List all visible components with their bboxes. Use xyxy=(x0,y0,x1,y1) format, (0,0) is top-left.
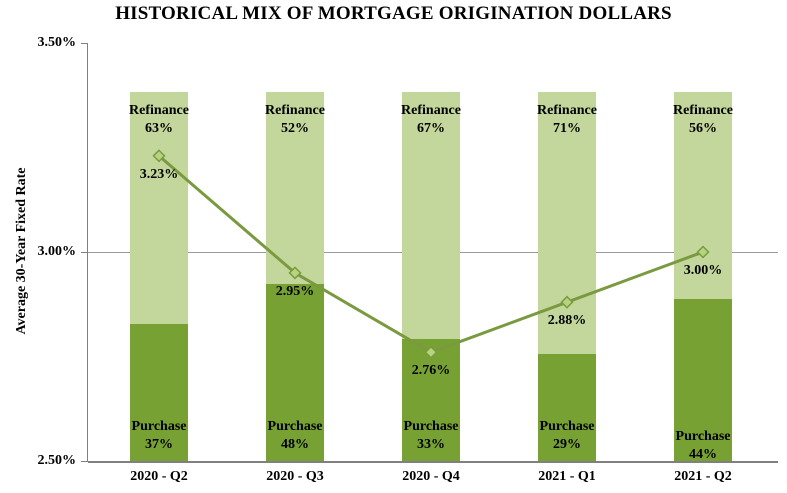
purchase-bar-segment xyxy=(538,353,596,461)
rate-value-label: 2.88% xyxy=(547,313,587,329)
y-tick-label: 2.50% xyxy=(37,453,77,468)
chart-title: HISTORICAL MIX OF MORTGAGE ORIGINATION D… xyxy=(115,3,672,24)
y-tick-mark xyxy=(81,42,88,44)
y-tick-label: 3.00% xyxy=(37,244,77,259)
purchase-label: Purchase 44% xyxy=(675,429,731,462)
refinance-label: Refinance 63% xyxy=(129,103,189,136)
x-tick-label: 2020 - Q3 xyxy=(266,469,324,484)
x-tick-label: 2020 - Q2 xyxy=(130,469,188,484)
refinance-label: Refinance 52% xyxy=(265,103,325,136)
purchase-label: Purchase 29% xyxy=(539,419,595,452)
y-axis-line xyxy=(87,43,88,462)
refinance-label: Refinance 67% xyxy=(401,103,461,136)
x-tick-label: 2020 - Q4 xyxy=(402,469,460,484)
x-axis-line xyxy=(88,461,778,463)
y-tick-mark xyxy=(81,460,88,462)
purchase-label: Purchase 48% xyxy=(267,419,323,452)
rate-value-label: 3.00% xyxy=(683,263,723,278)
purchase-label: Purchase 33% xyxy=(403,419,459,452)
y-tick-label: 3.50% xyxy=(37,35,77,50)
purchase-bar-segment xyxy=(402,339,460,461)
y-tick-mark xyxy=(81,251,88,253)
x-tick-label: 2021 - Q2 xyxy=(674,469,732,484)
refinance-label: Refinance 56% xyxy=(673,103,733,136)
purchase-label: Purchase 37% xyxy=(131,419,187,452)
rate-value-label: 2.95% xyxy=(275,283,315,299)
x-tick-label: 2021 - Q1 xyxy=(538,469,596,484)
rate-value-label: 2.76% xyxy=(411,363,451,379)
refinance-label: Refinance 71% xyxy=(537,103,597,136)
rate-value-label: 3.23% xyxy=(139,166,179,182)
